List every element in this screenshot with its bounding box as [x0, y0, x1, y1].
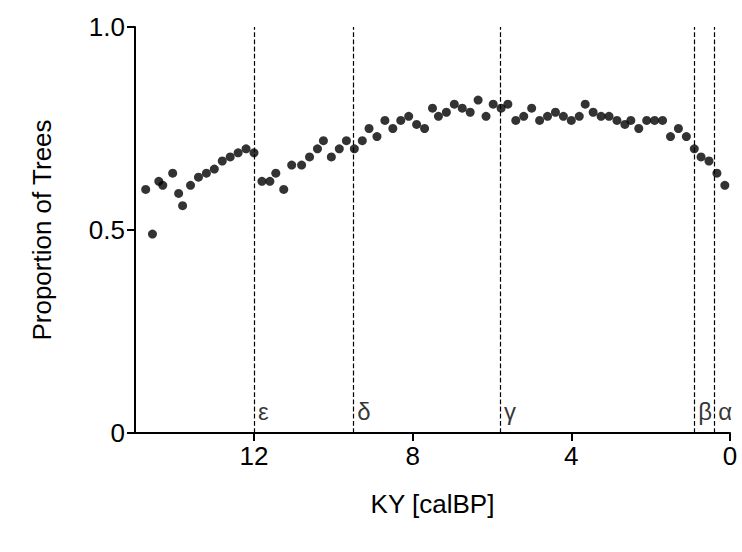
svg-text:KY [calBP]: KY [calBP]: [371, 489, 495, 519]
svg-text:ε: ε: [258, 398, 269, 425]
svg-text:γ: γ: [504, 398, 516, 425]
svg-text:Proportion of Trees: Proportion of Trees: [27, 119, 57, 340]
svg-text:8: 8: [405, 441, 419, 471]
svg-text:0: 0: [723, 441, 737, 471]
svg-text:0.5: 0.5: [89, 215, 125, 245]
svg-text:α: α: [718, 398, 732, 425]
svg-text:4: 4: [564, 441, 578, 471]
svg-text:1.0: 1.0: [89, 12, 125, 42]
svg-text:12: 12: [240, 441, 269, 471]
svg-text:β: β: [698, 398, 712, 425]
svg-text:0: 0: [111, 418, 125, 448]
svg-text:δ: δ: [357, 398, 370, 425]
